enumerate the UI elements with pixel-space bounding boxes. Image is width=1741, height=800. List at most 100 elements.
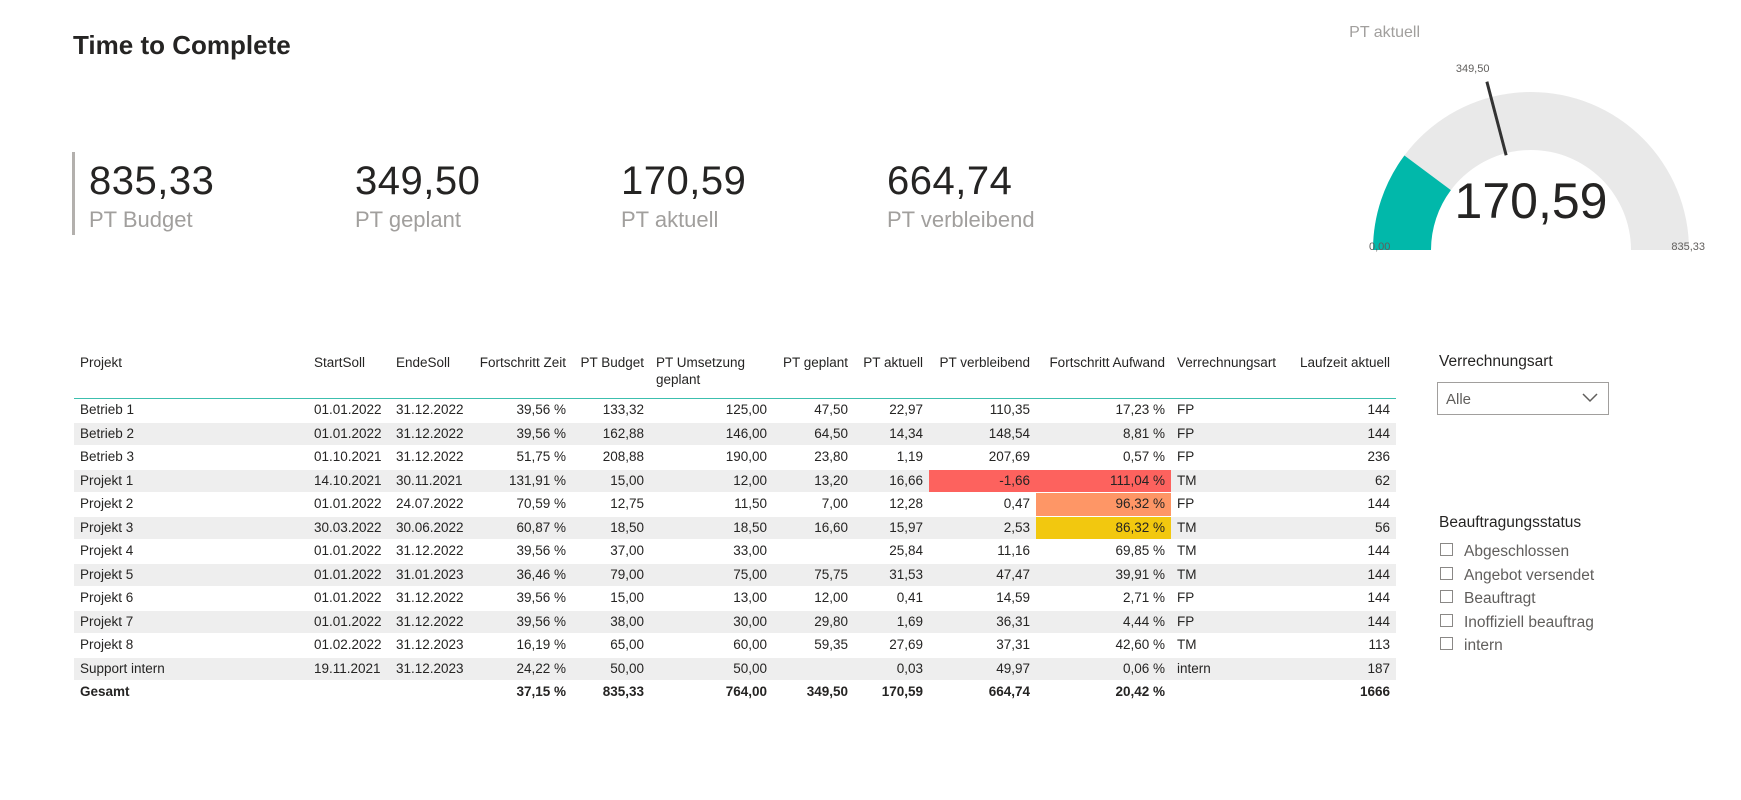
- table-cell: 60,00: [650, 633, 773, 658]
- table-cell: Support intern: [74, 657, 308, 681]
- table-cell: 12,75: [572, 492, 650, 517]
- table-cell: 16,66: [854, 469, 929, 493]
- column-header[interactable]: PT Umsetzung geplant: [650, 350, 773, 399]
- table-cell: 50,00: [572, 657, 650, 681]
- table-cell: 144: [1287, 398, 1396, 423]
- gauge-value: 170,59: [1455, 173, 1608, 229]
- table-cell: 96,32 %: [1036, 492, 1171, 517]
- checkbox[interactable]: [1440, 590, 1453, 604]
- column-header[interactable]: PT verbleibend: [929, 350, 1036, 399]
- status-option-abgeschlossen[interactable]: Abgeschlossen: [1440, 543, 1569, 563]
- checkbox[interactable]: [1440, 614, 1453, 628]
- table-cell: 31.12.2023: [390, 633, 472, 658]
- table-cell: 13,00: [650, 586, 773, 611]
- table-row[interactable]: Betrieb 2 01.01.2022 31.12.2022 39,56 % 162,…: [74, 422, 1396, 446]
- table-cell: 1,69: [854, 610, 929, 634]
- table-cell: FP: [1171, 492, 1287, 517]
- kpi-value: 349,50: [355, 159, 481, 203]
- table-cell: 39,56 %: [472, 586, 572, 611]
- status-option-inoffiziell-beauftrag[interactable]: Inoffiziell beauftrag: [1440, 614, 1594, 634]
- table-cell: 144: [1287, 492, 1396, 517]
- table-cell: 31.12.2022: [390, 445, 472, 470]
- column-header[interactable]: Projekt: [74, 350, 308, 399]
- table-cell: 0,06 %: [1036, 657, 1171, 681]
- kpi-label: PT Budget: [89, 207, 193, 232]
- column-header[interactable]: PT Budget: [572, 350, 650, 399]
- kpi-card-pt-geplant[interactable]: 349,50 PT geplant: [355, 158, 480, 234]
- column-header[interactable]: PT geplant: [773, 350, 854, 399]
- project-table[interactable]: Projekt StartSoll EndeSoll Fortschritt Zeit…: [74, 350, 1396, 704]
- table-cell: Projekt 1: [74, 469, 308, 493]
- column-header[interactable]: EndeSoll: [390, 350, 472, 399]
- table-cell: 31.12.2022: [390, 398, 472, 423]
- table-cell: 207,69: [929, 445, 1036, 470]
- table-cell: 39,56 %: [472, 422, 572, 446]
- table-cell: 30.06.2022: [390, 516, 472, 540]
- table-cell: 15,00: [572, 469, 650, 493]
- column-header[interactable]: Fortschritt Zeit: [472, 350, 572, 399]
- table-cell: 01.01.2022: [308, 492, 390, 517]
- table-row[interactable]: Betrieb 3 01.10.2021 31.12.2022 51,75 % 208,…: [74, 445, 1396, 470]
- table-cell: 01.01.2022: [308, 539, 390, 564]
- table-row[interactable]: Support intern 19.11.2021 31.12.2023 24,22 …: [74, 657, 1396, 681]
- kpi-card-pt-budget[interactable]: 835,33 PT Budget: [89, 158, 214, 234]
- table-row[interactable]: Projekt 6 01.01.2022 31.12.2022 39,56 % 15,0…: [74, 586, 1396, 611]
- checkbox[interactable]: [1440, 637, 1453, 651]
- gauge-chart[interactable]: 349,50 170,59 0,00 835,33: [1360, 40, 1720, 280]
- table-row[interactable]: Projekt 5 01.01.2022 31.01.2023 36,46 % 79,0…: [74, 563, 1396, 587]
- table-cell: 208,88: [572, 445, 650, 470]
- table-total-cell: 349,50: [773, 680, 854, 704]
- table-cell: Projekt 7: [74, 610, 308, 634]
- column-header[interactable]: StartSoll: [308, 350, 390, 399]
- table-cell: 01.01.2022: [308, 586, 390, 611]
- column-header[interactable]: Laufzeit aktuell: [1287, 350, 1396, 399]
- table-cell: 110,35: [929, 398, 1036, 423]
- table-row[interactable]: Projekt 1 14.10.2021 30.11.2021 131,91 % 15,…: [74, 469, 1396, 493]
- gauge-max-label: 835,33: [1671, 241, 1705, 253]
- table-cell: 69,85 %: [1036, 539, 1171, 564]
- kpi-card-pt-aktuell[interactable]: 170,59 PT aktuell: [621, 158, 746, 234]
- table-total-cell: [1171, 680, 1287, 704]
- table-row[interactable]: Projekt 8 01.02.2022 31.12.2023 16,19 % 65,0…: [74, 633, 1396, 658]
- table-cell: 31.12.2022: [390, 422, 472, 446]
- table-cell: TM: [1171, 563, 1287, 587]
- kpi-value: 170,59: [621, 159, 747, 203]
- verrechnungsart-dropdown[interactable]: Alle: [1437, 382, 1609, 415]
- status-option-intern[interactable]: intern: [1440, 637, 1503, 657]
- table-cell: 30.11.2021: [390, 469, 472, 493]
- kpi-value: 835,33: [89, 159, 215, 203]
- column-header[interactable]: PT aktuell: [854, 350, 929, 399]
- column-header[interactable]: Fortschritt Aufwand: [1036, 350, 1171, 399]
- table-cell: 51,75 %: [472, 445, 572, 470]
- table-row[interactable]: Projekt 7 01.01.2022 31.12.2022 39,56 % 38,0…: [74, 610, 1396, 634]
- table-cell: 15,97: [854, 516, 929, 540]
- checkbox[interactable]: [1440, 567, 1453, 581]
- table-cell: Projekt 6: [74, 586, 308, 611]
- table-row[interactable]: Projekt 3 30.03.2022 30.06.2022 60,87 % 18,5…: [74, 516, 1396, 540]
- table-cell: 14.10.2021: [308, 469, 390, 493]
- slicer-title: Beauftragungsstatus: [1439, 514, 1582, 531]
- column-header[interactable]: Verrechnungsart: [1171, 350, 1287, 399]
- table-cell: 162,88: [572, 422, 650, 446]
- status-option-beauftragt[interactable]: Beauftragt: [1440, 590, 1536, 610]
- table-cell: 148,54: [929, 422, 1036, 446]
- dropdown-selected-value: Alle: [1446, 391, 1472, 408]
- table-cell: FP: [1171, 398, 1287, 423]
- table-cell: 22,97: [854, 398, 929, 423]
- table-cell: 144: [1287, 563, 1396, 587]
- table-row[interactable]: Betrieb 1 01.01.2022 31.12.2022 39,56 % 133,…: [74, 398, 1396, 423]
- option-label: Inoffiziell beauftrag: [1464, 614, 1594, 631]
- table-cell: 19.11.2021: [308, 657, 390, 681]
- table-cell: 37,00: [572, 539, 650, 564]
- kpi-card-pt-verbleibend[interactable]: 664,74 PT verbleibend: [887, 158, 1035, 234]
- table-cell: 0,03: [854, 657, 929, 681]
- table-row[interactable]: Projekt 2 01.01.2022 24.07.2022 70,59 % 12,7…: [74, 492, 1396, 517]
- status-option-angebot-versendet[interactable]: Angebot versendet: [1440, 567, 1594, 587]
- table-row[interactable]: Projekt 4 01.01.2022 31.12.2022 39,56 % 37,0…: [74, 539, 1396, 564]
- table-cell: 39,56 %: [472, 398, 572, 423]
- table-total-cell: 170,59: [854, 680, 929, 704]
- kpi-selection-bar: [72, 152, 75, 235]
- table-cell: 23,80: [773, 445, 854, 470]
- table-cell: 15,00: [572, 586, 650, 611]
- checkbox[interactable]: [1440, 543, 1453, 557]
